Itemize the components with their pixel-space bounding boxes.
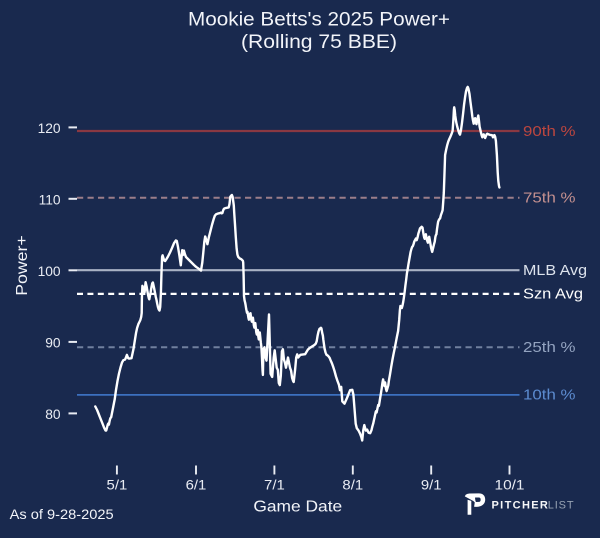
svg-text:5/1: 5/1 — [107, 478, 128, 494]
svg-text:MLB Avg: MLB Avg — [523, 263, 587, 279]
svg-text:PITCHER: PITCHER — [492, 499, 550, 511]
svg-text:Game Date: Game Date — [253, 499, 342, 516]
svg-text:90th %: 90th % — [523, 124, 576, 140]
svg-text:As of 9-28-2025: As of 9-28-2025 — [10, 507, 114, 523]
svg-text:9/1: 9/1 — [421, 478, 442, 494]
svg-text:90: 90 — [45, 336, 61, 351]
svg-text:Mookie Betts's 2025 Power+: Mookie Betts's 2025 Power+ — [188, 10, 450, 31]
svg-text:Power+: Power+ — [14, 235, 31, 296]
svg-text:8/1: 8/1 — [342, 478, 363, 494]
svg-text:6/1: 6/1 — [186, 478, 207, 494]
svg-text:100: 100 — [38, 264, 61, 279]
svg-text:10th %: 10th % — [523, 388, 576, 404]
svg-text:LIST: LIST — [548, 499, 575, 511]
svg-text:120: 120 — [38, 121, 61, 136]
svg-text:10/1: 10/1 — [495, 478, 525, 494]
svg-text:Szn Avg: Szn Avg — [523, 287, 583, 303]
svg-text:7/1: 7/1 — [264, 478, 285, 494]
svg-text:(Rolling 75 BBE): (Rolling 75 BBE) — [241, 32, 397, 53]
svg-text:80: 80 — [45, 407, 61, 422]
svg-text:25th %: 25th % — [523, 340, 576, 356]
svg-text:75th %: 75th % — [523, 191, 576, 207]
svg-text:110: 110 — [39, 192, 61, 207]
